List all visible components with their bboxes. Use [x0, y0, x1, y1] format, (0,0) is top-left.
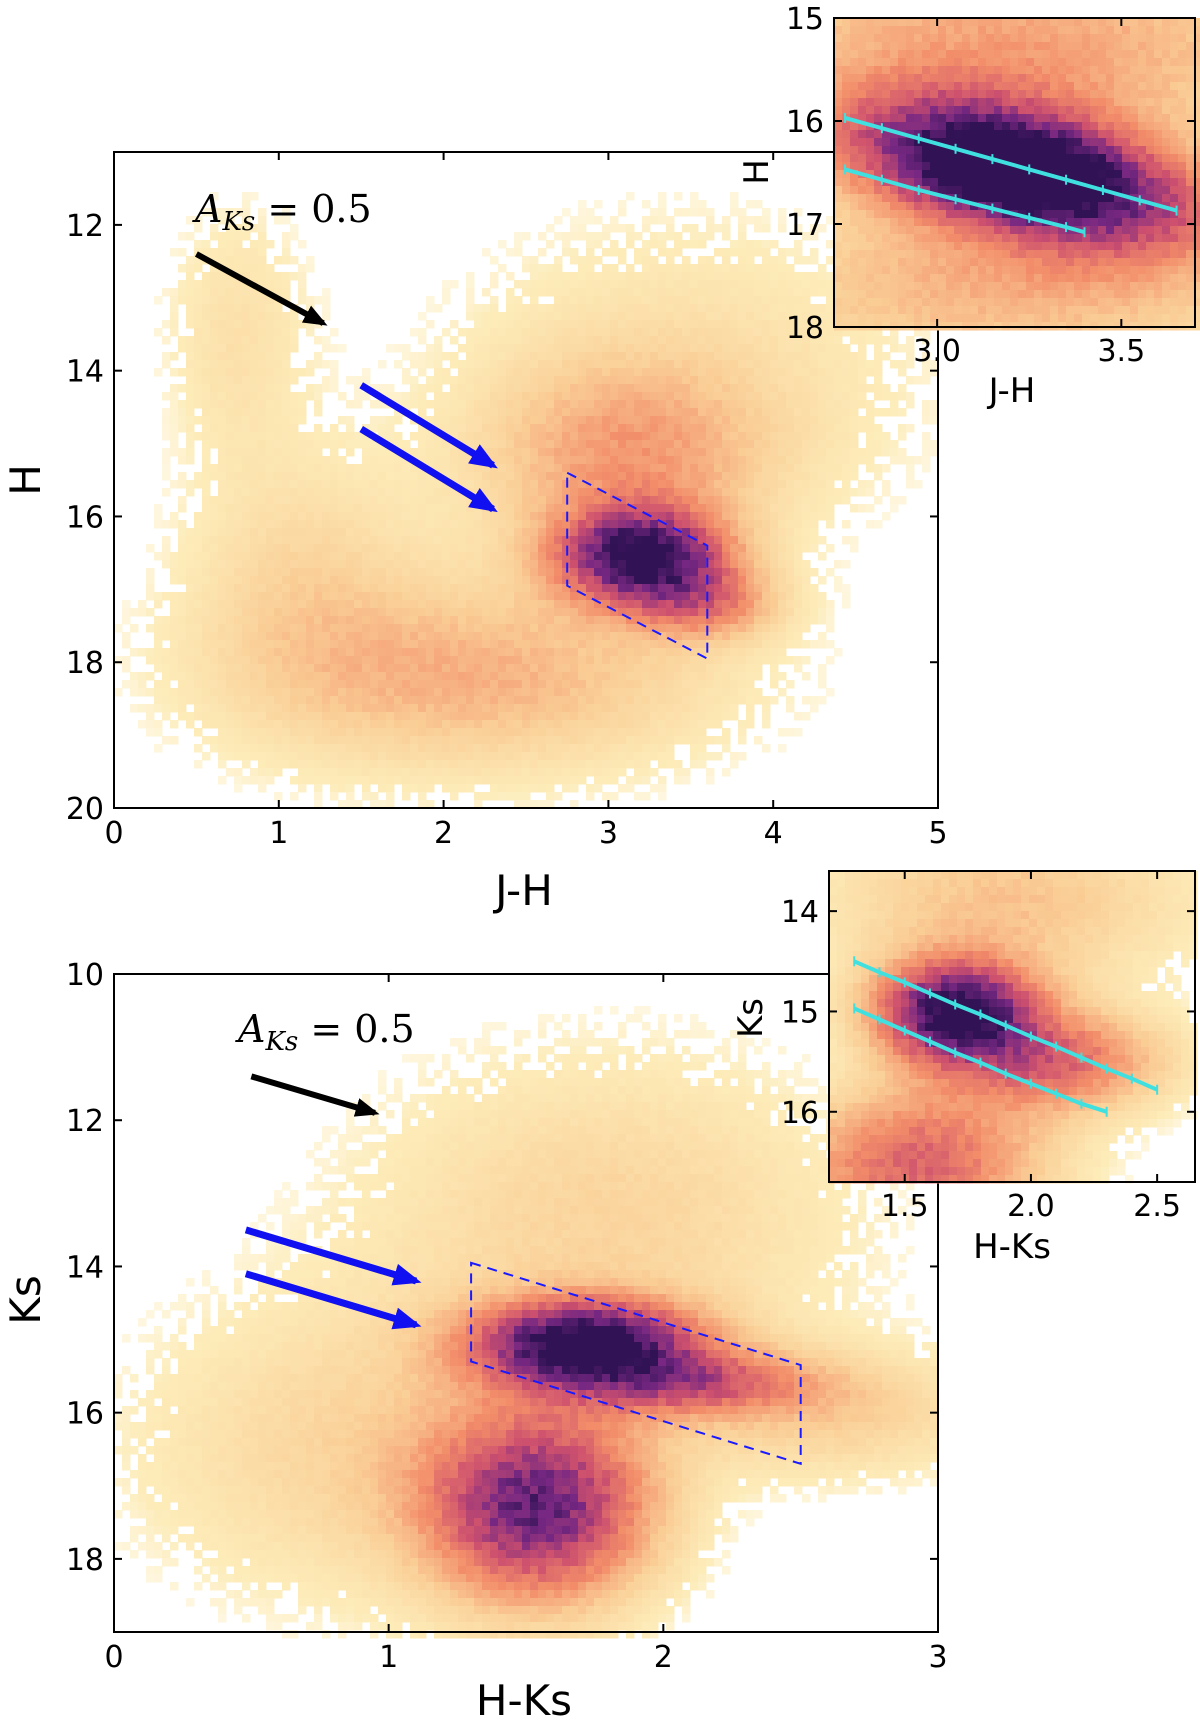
- top-main-xlabel: J-H: [492, 866, 553, 915]
- bottom-main-ytick-label: 10: [66, 958, 104, 993]
- top-main-ytick-label: 20: [66, 792, 104, 827]
- top-inset-ytick-label: 15: [786, 2, 824, 37]
- top-main-xtick-label: 2: [434, 816, 453, 851]
- bottom-main-xtick-label: 1: [379, 1640, 398, 1675]
- bottom-inset-xtick-label: 2.5: [1133, 1189, 1181, 1224]
- top-inset-ylabel: H: [737, 159, 777, 185]
- bottom-inset-ytick-label: 14: [781, 895, 819, 930]
- top-main-xtick-label: 1: [269, 816, 288, 851]
- bottom-main-ytick-label: 18: [66, 1543, 104, 1578]
- bottom-inset-ytick-label: 15: [781, 995, 819, 1030]
- top-main-xtick-label: 3: [599, 816, 618, 851]
- bottom-inset-xtick-label: 1.5: [881, 1189, 929, 1224]
- top-inset-ytick-label: 18: [786, 311, 824, 346]
- bottom-main-extinction-arrow: [251, 1076, 375, 1113]
- bottom-inset-ytick-label: 16: [781, 1096, 819, 1131]
- top-inset-heatmap: [834, 18, 1200, 331]
- bottom-main-xtick-label: 0: [104, 1640, 123, 1675]
- top-main-ylabel: H: [1, 464, 50, 496]
- top-inset-xtick-label: 3.5: [1097, 334, 1145, 369]
- bottom-main-extinction-label: AKs = 0.5: [235, 1007, 415, 1057]
- top-main-extinction-label: AKs = 0.5: [192, 187, 372, 237]
- top-inset-xtick-label: 3.0: [913, 334, 961, 369]
- top-main-ytick-label: 18: [66, 646, 104, 681]
- bottom-main-xtick-label: 2: [654, 1640, 673, 1675]
- top-inset-ytick-label: 17: [786, 208, 824, 243]
- bottom-main-ylabel: Ks: [1, 1275, 50, 1324]
- top-main-xtick-label: 4: [764, 816, 783, 851]
- top-main-xtick-label: 0: [104, 816, 123, 851]
- bottom-main-ytick-label: 12: [66, 1104, 104, 1139]
- bottom-inset-xtick-label: 2.0: [1007, 1189, 1055, 1224]
- bottom-main-ytick-label: 16: [66, 1397, 104, 1432]
- top-inset-xlabel: J-H: [987, 371, 1036, 411]
- bottom-inset-ylabel: Ks: [731, 998, 771, 1038]
- top-main-xtick-label: 5: [928, 816, 947, 851]
- top-inset-ytick-label: 16: [786, 105, 824, 140]
- bottom-main-ytick-label: 14: [66, 1250, 104, 1285]
- top-main-heatmap: [114, 192, 939, 809]
- bottom-inset-xlabel: H-Ks: [973, 1227, 1051, 1267]
- bottom-main-xtick-label: 3: [928, 1640, 947, 1675]
- top-main-ytick-label: 14: [66, 355, 104, 390]
- top-main-ytick-label: 12: [66, 209, 104, 244]
- bottom-main-xlabel: H-Ks: [476, 1676, 572, 1725]
- top-main-ytick-label: 16: [66, 500, 104, 535]
